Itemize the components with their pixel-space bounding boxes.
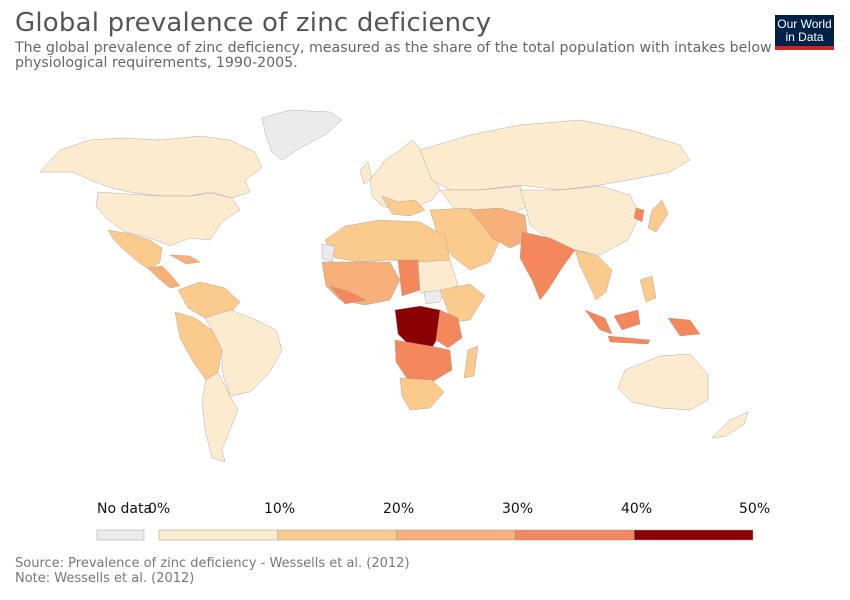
region-india — [519, 231, 576, 301]
region-indonesia-central — [613, 309, 641, 331]
legend-tick-0: 0% — [148, 501, 171, 517]
source-text: Source: Prevalence of zinc deficiency - … — [15, 556, 410, 571]
region-madagascar — [463, 345, 479, 379]
legend-tick-10: 10% — [264, 501, 296, 517]
legend-tick-30: 30% — [502, 501, 534, 517]
chart-footer: Source: Prevalence of zinc deficiency - … — [15, 556, 410, 586]
chart-subtitle: The global prevalence of zinc deficiency… — [15, 40, 772, 71]
region-north-america-north — [39, 135, 263, 199]
legend-tick-20: 20% — [383, 501, 415, 517]
region-australia — [617, 353, 709, 411]
legend-tick-40: 40% — [621, 501, 653, 517]
legend-swatch-no-data[interactable] — [96, 529, 145, 541]
region-north-africa — [324, 219, 451, 263]
legend-swatch-1[interactable] — [277, 529, 397, 541]
region-chad — [397, 259, 421, 297]
logo-line-2: in Data — [785, 30, 824, 44]
region-new-zealand — [711, 411, 749, 439]
legend-swatch-3[interactable] — [515, 529, 635, 541]
region-caribbean — [169, 254, 201, 265]
region-usa — [95, 191, 241, 247]
region-japan — [647, 199, 669, 233]
region-brazil — [204, 309, 283, 397]
region-central-america — [147, 265, 181, 289]
region-indonesia — [584, 309, 613, 335]
region-western-sahara — [321, 243, 336, 263]
world-map[interactable] — [0, 95, 850, 475]
owid-logo[interactable]: Our World in Data — [775, 15, 834, 50]
legend-swatch-2[interactable] — [396, 529, 516, 541]
region-new-guinea — [667, 317, 701, 337]
region-south-west-asia — [469, 207, 529, 249]
note-text: Note: Wessells et al. (2012) — [15, 571, 195, 586]
region-south-sudan — [423, 289, 445, 305]
region-east-africa — [435, 309, 463, 349]
legend-tick-50: 50% — [739, 501, 771, 517]
region-indonesia-java — [607, 335, 651, 345]
legend-swatch-0[interactable] — [158, 529, 279, 541]
region-southern-africa-north — [394, 339, 453, 383]
legend-color-scale — [96, 529, 754, 541]
region-mexico — [107, 229, 163, 271]
region-russia — [419, 119, 691, 191]
region-philippines — [639, 275, 657, 303]
region-uk — [359, 161, 373, 185]
legend-swatch-4[interactable] — [633, 529, 754, 541]
region-korea — [633, 207, 645, 223]
region-greenland — [261, 109, 343, 161]
region-west-africa-coast — [329, 285, 367, 305]
region-south-america-north — [177, 281, 241, 319]
chart-title: Global prevalence of zinc deficiency — [15, 8, 492, 38]
region-southeast-asia — [574, 249, 613, 301]
legend-no-data-label: No data — [97, 501, 153, 517]
region-china — [519, 185, 641, 256]
region-southern-africa — [399, 377, 445, 411]
region-south-america-south — [201, 371, 239, 463]
region-europe-south — [381, 195, 426, 217]
logo-line-1: Our World — [777, 17, 832, 31]
